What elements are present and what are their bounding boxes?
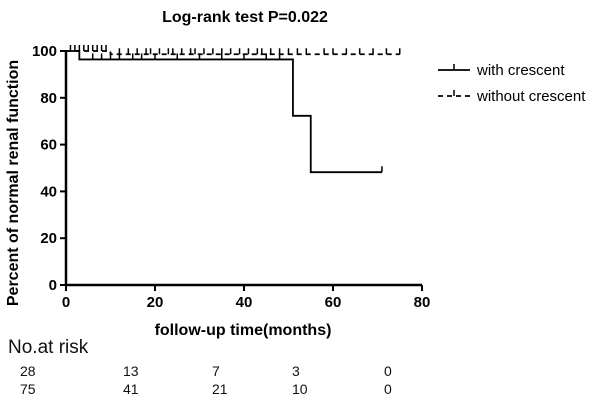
x-tick-label: 20 [147,294,164,311]
risk-cell: 75 [20,381,36,397]
risk-cell: 28 [20,363,36,379]
risk-cell: 21 [212,381,228,397]
without-crescent-curve [66,50,400,56]
series-1 [66,50,383,174]
risk-cell: 13 [123,363,139,379]
y-tick-label: 20 [40,230,57,247]
y-tick-label: 100 [32,43,57,60]
legend: with crescent without crescent [438,62,586,105]
risk-cell: 3 [292,363,300,379]
chart-title: Log-rank test P=0.022 [162,9,328,26]
x-tick-label: 60 [325,294,342,311]
risk-cell: 7 [212,363,220,379]
axes: 0 20 40 60 80 100 0 20 40 60 80 [32,43,430,311]
x-tick-label: 80 [414,294,431,311]
legend-item: without crescent [438,88,586,105]
with-crescent-curve [66,50,382,174]
risk-cell: 0 [384,381,392,397]
risk-cell: 0 [384,363,392,379]
series-2 [66,45,401,56]
risk-cell: 41 [123,381,139,397]
risk-table-title: No.at risk [8,337,89,358]
legend-item: with crescent [438,62,565,79]
x-axis-label: follow-up time(months) [155,322,332,339]
x-tick-label: 40 [236,294,253,311]
series-layer [66,45,401,174]
y-tick-label: 80 [40,90,57,107]
risk-cell: 10 [292,381,308,397]
y-tick-label: 60 [40,137,57,154]
legend-label: with crescent [476,62,565,79]
x-tick-label: 0 [62,294,70,311]
y-tick-label: 0 [49,277,57,294]
legend-label: without crescent [476,88,586,105]
y-tick-label: 40 [40,183,57,200]
y-axis-label: Percent of normal renal function [5,60,22,306]
